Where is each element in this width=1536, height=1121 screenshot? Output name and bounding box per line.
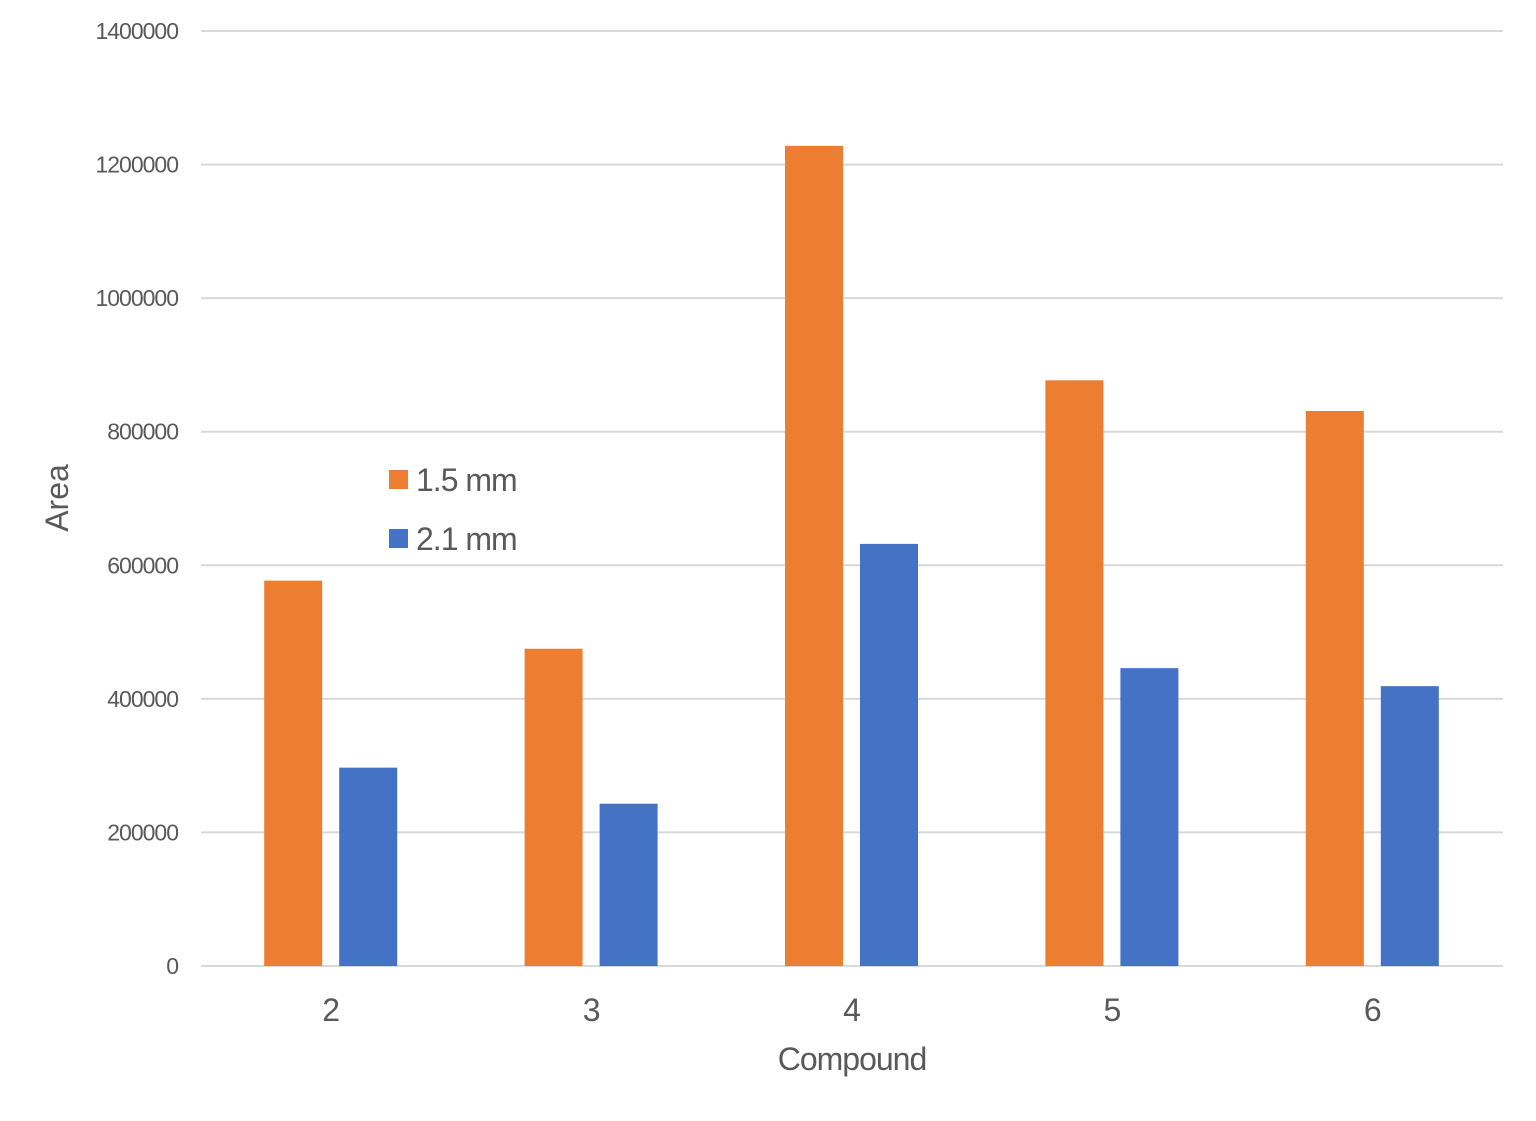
x-tick-label: 3	[583, 992, 601, 1028]
y-tick-label: 400000	[107, 686, 178, 712]
gridlines	[201, 30, 1503, 967]
y-tick-label: 800000	[107, 419, 178, 445]
bar-2-1-mm-compound-6	[1380, 686, 1439, 966]
y-tick-label: 1400000	[95, 18, 178, 44]
bar-1-5-mm-compound-3	[524, 648, 583, 966]
y-tick-label: 1200000	[95, 152, 178, 178]
bar-1-5-mm-compound-6	[1305, 411, 1364, 966]
x-tick-label: 2	[322, 992, 340, 1028]
bar-2-1-mm-compound-5	[1120, 668, 1179, 966]
y-tick-label: 200000	[107, 819, 178, 845]
bar-1-5-mm-compound-2	[264, 580, 323, 966]
legend: 1.5 mm 2.1 mm	[389, 462, 518, 557]
bar-1-5-mm-compound-4	[785, 145, 843, 966]
y-tick-label: 600000	[107, 552, 178, 578]
legend-swatch	[389, 470, 408, 489]
x-tick-label: 6	[1364, 992, 1382, 1028]
x-tick-label: 4	[843, 992, 861, 1028]
x-axis-label: Compound	[778, 1041, 927, 1077]
bar-1-5-mm-compound-5	[1045, 380, 1104, 966]
y-axis-label: Area	[39, 464, 75, 532]
legend-label: 1.5 mm	[416, 462, 517, 498]
legend-label: 2.1 mm	[416, 521, 517, 557]
legend-swatch	[389, 529, 408, 548]
bar-2-1-mm-compound-2	[339, 767, 398, 966]
y-tick-label: 1000000	[95, 285, 178, 311]
bar-2-1-mm-compound-4	[860, 543, 918, 966]
y-tick-label: 0	[166, 953, 178, 979]
x-axis-ticks: 2 3 4 5 6	[322, 992, 1381, 1028]
x-tick-label: 5	[1104, 992, 1122, 1028]
bars	[264, 145, 1439, 966]
bar-2-1-mm-compound-3	[599, 803, 658, 966]
y-axis-ticks: 0 200000 400000 600000 800000 1000000 1200000 1…	[95, 18, 179, 979]
